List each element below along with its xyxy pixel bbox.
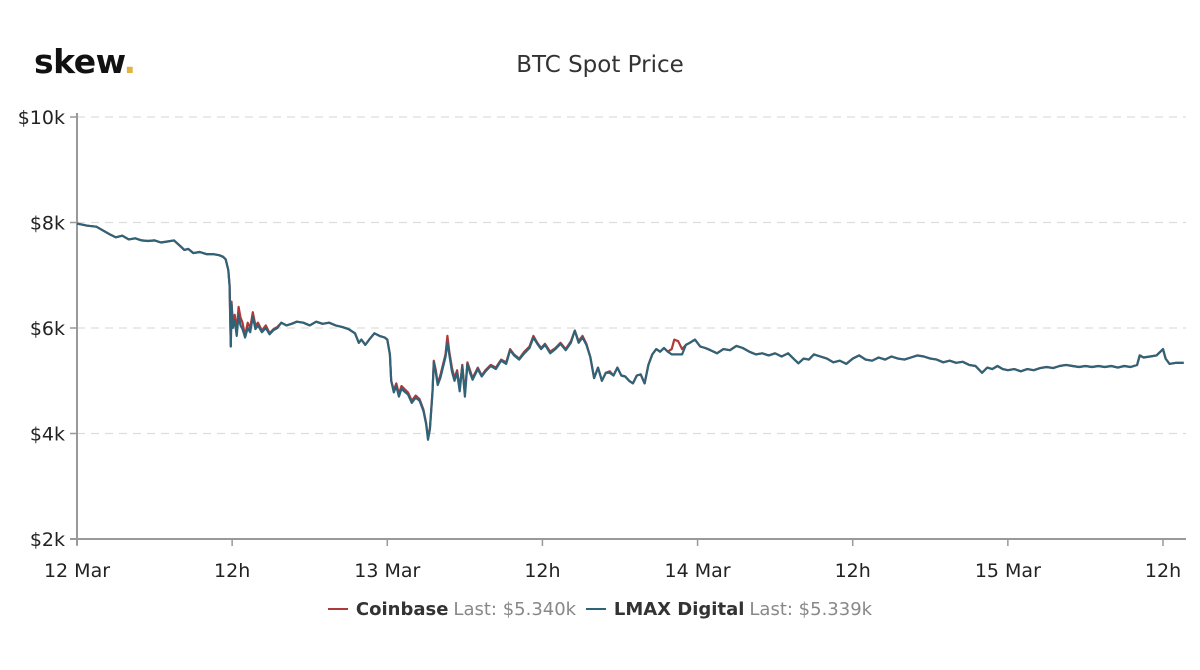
y-tick-label: $10k xyxy=(18,107,65,129)
legend-item-lmax[interactable]: LMAX Digital Last: $5.339k xyxy=(585,598,873,620)
legend-last-lmax: Last: $5.339k xyxy=(749,598,873,620)
legend-last-coinbase: Last: $5.340k xyxy=(453,598,577,620)
x-tick-label: 14 Mar xyxy=(665,560,731,582)
y-tick-label: $2k xyxy=(30,529,65,551)
x-tick-label: 15 Mar xyxy=(975,560,1041,582)
axes xyxy=(70,113,1186,545)
y-tick-label: $4k xyxy=(30,424,65,446)
series-lines xyxy=(76,222,1184,441)
legend-label-coinbase: Coinbase xyxy=(355,598,449,620)
x-tick-label: 12h xyxy=(1145,560,1181,582)
gridlines xyxy=(77,116,1186,435)
x-tick-label: 12h xyxy=(214,560,250,582)
logo-text: skew xyxy=(34,42,124,81)
legend-swatch-coinbase xyxy=(327,608,348,610)
y-tick-label: $6k xyxy=(30,318,65,340)
chart-title: BTC Spot Price xyxy=(516,52,684,78)
legend-item-coinbase[interactable]: Coinbase Last: $5.340k xyxy=(327,598,577,620)
x-tick-label: 12h xyxy=(524,560,560,582)
skew-logo: skew. xyxy=(34,42,136,81)
x-tick-label: 13 Mar xyxy=(354,560,420,582)
x-tick-label: 12h xyxy=(835,560,871,582)
series-line-lmax-digital xyxy=(76,222,1184,441)
legend: Coinbase Last: $5.340k LMAX Digital Last… xyxy=(0,594,1200,620)
logo-dot: . xyxy=(123,42,136,81)
legend-swatch-lmax xyxy=(585,608,606,610)
legend-label-lmax: LMAX Digital xyxy=(613,598,745,620)
x-axis-ticks: 12 Mar 12h 13 Mar 12h 14 Mar 12h 15 Mar 12h xyxy=(44,539,1181,582)
x-tick-label: 12 Mar xyxy=(44,560,110,582)
y-tick-label: $8k xyxy=(30,213,65,235)
y-axis-ticks: $10k $8k $6k $4k $2k xyxy=(18,107,77,551)
